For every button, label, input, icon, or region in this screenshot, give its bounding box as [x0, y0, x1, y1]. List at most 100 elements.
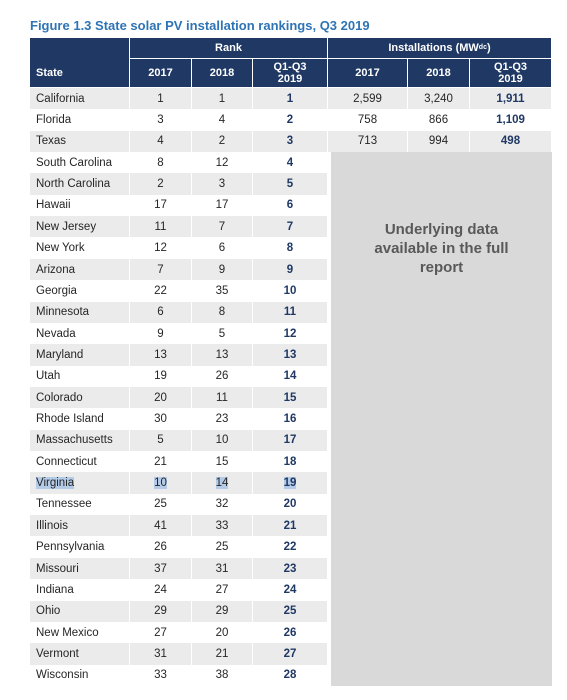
cell-text: 12	[283, 327, 297, 340]
cell-text: 1,109	[496, 114, 525, 127]
cell-text: 29	[154, 605, 167, 618]
cell: Vermont	[30, 643, 130, 665]
cell: Arizona	[30, 258, 130, 281]
cell-text: 9	[157, 327, 164, 340]
header-year: 2017	[130, 59, 192, 88]
cell-text: 26	[154, 541, 167, 554]
cell-text: 29	[215, 605, 229, 618]
cell-text: 7	[218, 220, 226, 233]
cell-text: 30	[154, 413, 167, 426]
cell: 2,599	[328, 88, 408, 110]
cell: Pennsylvania	[30, 536, 130, 558]
cell: 31	[192, 557, 253, 580]
cell: 19	[253, 472, 328, 494]
cell-text: 4	[157, 135, 164, 148]
cell: 994	[408, 130, 470, 153]
cell-text: 41	[154, 519, 167, 532]
cell: 4	[130, 130, 192, 153]
header-installations: Installations (MW dc)	[328, 38, 552, 59]
cell: 5	[130, 429, 192, 452]
cell: 6	[253, 194, 328, 217]
cell-text: 14	[215, 477, 229, 490]
cell: 6	[192, 237, 253, 259]
cell: 5	[253, 173, 328, 195]
cell: 8	[192, 301, 253, 323]
cell-text: Indiana	[36, 583, 74, 596]
cell-text: 2	[218, 135, 226, 148]
cell: 29	[192, 600, 253, 622]
cell: 1	[253, 88, 328, 110]
cell-text: Pennsylvania	[36, 541, 105, 554]
cell: 14	[192, 472, 253, 494]
cell-text: 3,240	[424, 92, 453, 105]
cell: 7	[192, 216, 253, 238]
cell-text: 10	[154, 477, 167, 490]
cell: 9	[192, 258, 253, 281]
cell-text: 21	[154, 455, 167, 468]
cell: 10	[130, 472, 192, 494]
cell-text: 7	[286, 220, 294, 233]
cell-text: 13	[283, 348, 297, 361]
note-box	[331, 152, 552, 686]
cell: California	[30, 88, 130, 110]
cell: 11	[253, 301, 328, 323]
header-year: 2018	[192, 59, 253, 88]
cell-text: 10	[215, 434, 229, 447]
cell-text: Tennessee	[36, 498, 92, 511]
cell-text: Florida	[36, 114, 72, 127]
cell-text: 26	[215, 370, 229, 383]
cell: 28	[253, 664, 328, 686]
title: Figure 1.3 State solar PV installation r…	[30, 18, 370, 33]
cell: 10	[192, 429, 253, 452]
cell: Ohio	[30, 600, 130, 622]
cell-text: 18	[283, 455, 297, 468]
cell-text: 3	[286, 135, 294, 148]
cell-text: 2	[286, 114, 294, 127]
cell-text: Wisconsin	[36, 669, 89, 682]
cell: Massachusetts	[30, 429, 130, 452]
cell-text: Texas	[36, 135, 67, 148]
cell: 1,109	[470, 109, 552, 131]
cell-text: Georgia	[36, 284, 77, 297]
header-text: )	[486, 42, 491, 54]
cell: 11	[130, 216, 192, 238]
cell: 31	[130, 643, 192, 665]
cell-text: 25	[154, 498, 167, 511]
cell: 15	[253, 387, 328, 409]
cell-text: New York	[36, 242, 85, 255]
cell: New Mexico	[30, 621, 130, 644]
cell-text: 22	[154, 284, 167, 297]
cell-text: 5	[218, 327, 226, 340]
cell-text: 3	[157, 114, 164, 127]
cell: 37	[130, 557, 192, 580]
cell: 1	[192, 88, 253, 110]
cell-text: 33	[215, 519, 229, 532]
cell-text: 13	[215, 348, 229, 361]
cell: South Carolina	[30, 152, 130, 174]
cell: 18	[253, 451, 328, 473]
cell-text: 12	[215, 156, 229, 169]
cell-text: Minnesota	[36, 306, 90, 319]
cell-text: 713	[357, 135, 378, 148]
cell-text: Virginia	[36, 477, 75, 490]
cell: Wisconsin	[30, 664, 130, 686]
cell-text: 24	[154, 583, 167, 596]
cell-text: 25	[215, 541, 229, 554]
cell: Minnesota	[30, 301, 130, 323]
cell-text: 6	[157, 306, 164, 319]
cell: 17	[253, 429, 328, 452]
cell: 27	[192, 579, 253, 601]
cell-text: 20	[283, 498, 297, 511]
cell: Texas	[30, 130, 130, 153]
cell: 13	[253, 344, 328, 366]
cell: 32	[192, 493, 253, 516]
cell-text: 15	[215, 455, 229, 468]
header-text: Installations (MW	[388, 42, 479, 54]
cell-text: 10	[283, 284, 297, 297]
cell-text: 12	[154, 242, 167, 255]
cell-text: 16	[283, 413, 297, 426]
cell-text: 38	[215, 669, 229, 682]
cell: 21	[130, 451, 192, 473]
cell: Indiana	[30, 579, 130, 601]
cell: 4	[253, 152, 328, 174]
